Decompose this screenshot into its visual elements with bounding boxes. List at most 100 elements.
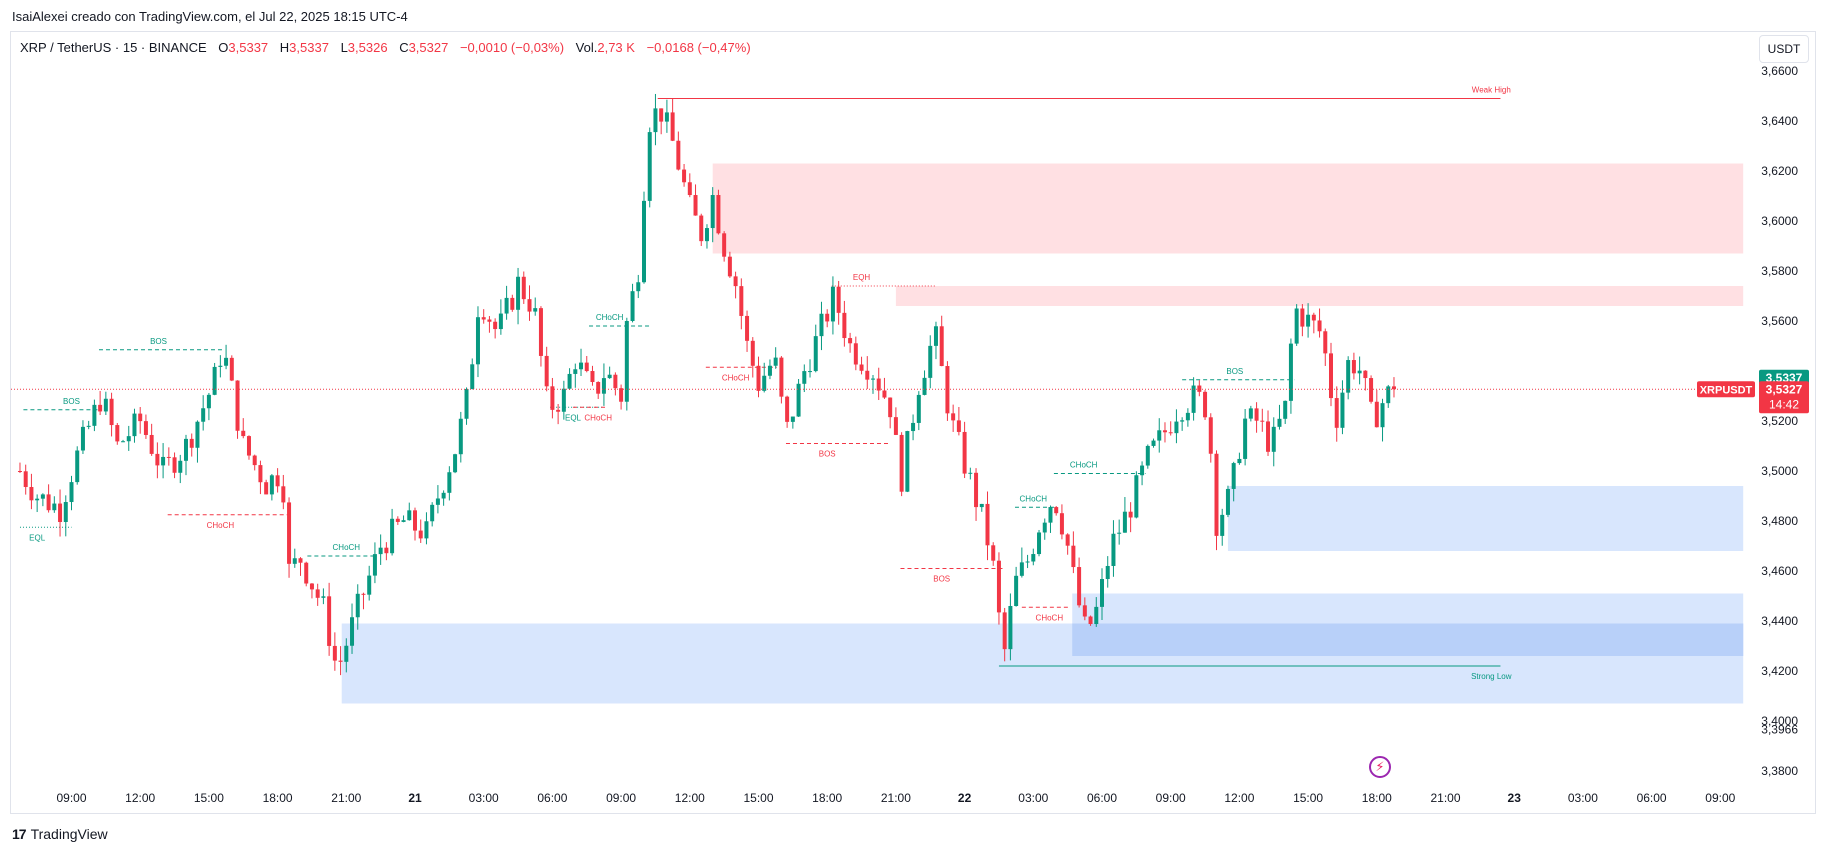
- candle: [899, 432, 904, 497]
- structure-label: CHoCH: [584, 413, 612, 422]
- candle: [315, 583, 320, 606]
- candle: [481, 309, 486, 324]
- structure-label: BOS: [63, 397, 80, 406]
- candle: [968, 467, 973, 480]
- candle-body: [573, 369, 578, 374]
- candle-body: [464, 388, 469, 419]
- candle: [1031, 548, 1036, 566]
- candle-body: [1203, 391, 1208, 418]
- candle-body: [69, 482, 74, 503]
- candle-body: [888, 397, 893, 418]
- candle-body: [1317, 320, 1322, 332]
- candle-body: [458, 418, 463, 455]
- candle-body: [1311, 314, 1316, 321]
- structure-label: CHoCH: [1070, 461, 1098, 470]
- candle-body: [287, 502, 292, 564]
- candle-body: [321, 596, 326, 598]
- candle: [905, 430, 910, 493]
- x-tick-label: 03:00: [1568, 791, 1598, 805]
- candle-body: [682, 169, 687, 183]
- structure-label: BOS: [933, 575, 950, 584]
- candle-body: [327, 596, 332, 646]
- candle: [830, 276, 835, 335]
- candle: [1300, 304, 1305, 337]
- candle: [1008, 593, 1013, 661]
- candle: [1391, 377, 1396, 398]
- candle-body: [1283, 400, 1288, 419]
- candle-body: [808, 371, 813, 373]
- candle-body: [92, 404, 97, 426]
- candle: [773, 347, 778, 369]
- candle: [790, 416, 795, 429]
- candle: [413, 507, 417, 541]
- candle-body: [63, 502, 68, 522]
- candle-body: [103, 398, 108, 412]
- candle-body: [1225, 488, 1230, 515]
- candle-body: [1185, 412, 1190, 421]
- structure-label: EQL: [29, 533, 46, 542]
- candle-body: [1037, 532, 1042, 555]
- candle: [1237, 452, 1242, 465]
- candle-body: [126, 436, 131, 442]
- candle: [1174, 409, 1179, 444]
- y-tick-label: 3,3800: [1761, 764, 1798, 778]
- candle: [418, 519, 423, 543]
- candle: [235, 380, 240, 439]
- zones-layer: [341, 163, 1744, 704]
- candle-body: [1105, 565, 1110, 580]
- lightning-icon[interactable]: ⚡: [1369, 756, 1391, 778]
- candle-body: [1019, 562, 1024, 576]
- candle-body: [796, 383, 801, 417]
- currency-button[interactable]: USDT: [1759, 35, 1809, 63]
- candle: [475, 306, 480, 378]
- candle-body: [590, 371, 595, 383]
- candle-body: [309, 583, 314, 590]
- candle: [269, 474, 274, 501]
- candle: [1386, 384, 1391, 408]
- candle: [1311, 312, 1316, 334]
- volume-label: Vol.: [575, 40, 598, 55]
- volume-change: −0,0168 (−0,47%): [646, 40, 751, 55]
- candle: [218, 355, 223, 378]
- candle: [241, 418, 246, 439]
- candle-body: [355, 593, 360, 618]
- candle: [298, 557, 303, 576]
- candle: [287, 497, 292, 578]
- candle-body: [842, 312, 847, 339]
- candle-body: [1094, 606, 1099, 625]
- candle: [126, 425, 131, 451]
- candle-body: [853, 343, 858, 365]
- candle-body: [676, 140, 681, 170]
- candle: [212, 362, 217, 396]
- candle: [871, 374, 875, 394]
- candle-body: [996, 560, 1001, 613]
- candle-body: [871, 378, 875, 380]
- candle-body: [1071, 545, 1076, 568]
- candle-body: [985, 503, 990, 546]
- candle-body: [1162, 430, 1167, 433]
- candle-body: [1380, 403, 1385, 428]
- y-tick-label: 3,4600: [1761, 564, 1798, 578]
- candle: [699, 213, 704, 247]
- candle-body: [23, 471, 28, 488]
- candle-body: [52, 503, 57, 511]
- candle: [1231, 461, 1236, 502]
- candle-body: [1088, 616, 1093, 625]
- candle: [538, 306, 543, 367]
- candle: [172, 452, 177, 479]
- candle: [23, 464, 28, 495]
- candle: [819, 301, 824, 351]
- candle: [143, 414, 148, 439]
- candle: [813, 324, 818, 373]
- candle-body: [510, 297, 515, 310]
- candle-body: [693, 195, 698, 216]
- candle-body: [813, 336, 818, 372]
- candle: [378, 534, 383, 565]
- candle: [29, 473, 34, 510]
- candle: [1065, 533, 1070, 555]
- candle: [1329, 342, 1333, 407]
- candle: [46, 484, 51, 513]
- tradingview-footer[interactable]: 17 TradingView: [12, 826, 108, 842]
- candle-body: [58, 503, 63, 522]
